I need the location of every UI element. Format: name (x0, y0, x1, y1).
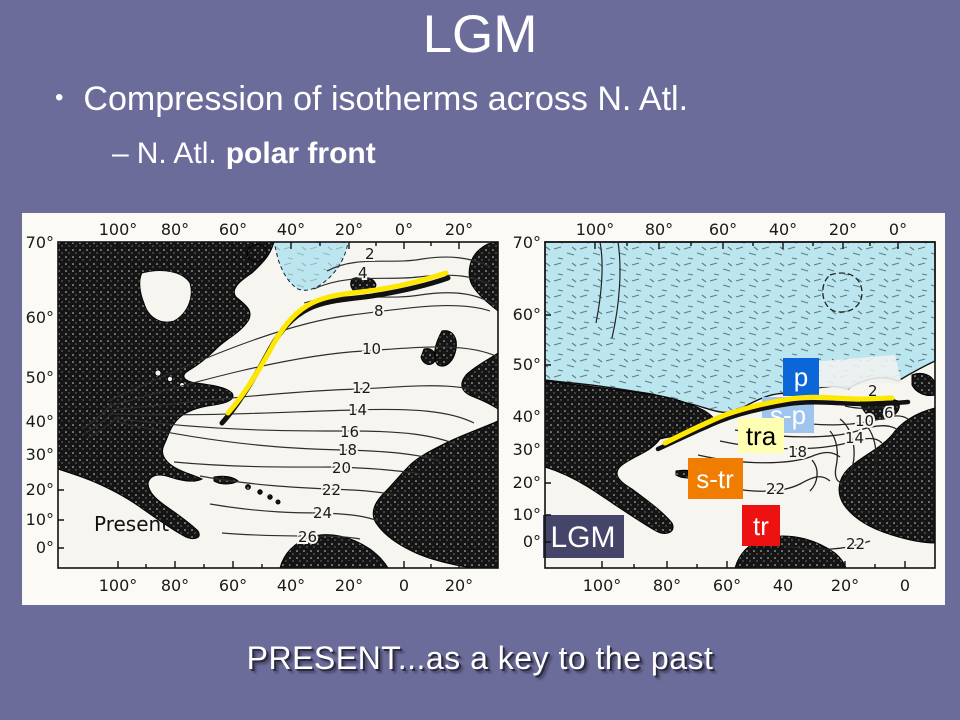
isotherm-label: 22 (766, 480, 785, 498)
left-map-corner-label: Present (94, 512, 169, 536)
isotherm-label: 18 (788, 443, 807, 461)
axis-label: 80° (161, 576, 189, 595)
maps-panel: 2 4 8 10 12 14 16 18 20 22 24 26 1 (22, 213, 945, 605)
axis-label: 20° (26, 480, 54, 499)
left-map-isotherm-contours (81, 256, 499, 540)
axis-label: 100° (99, 220, 138, 239)
page-title: LGM (422, 5, 538, 64)
isotherm-label: 16 (340, 423, 359, 441)
zone-box-subtropical: s-tr (688, 458, 743, 499)
axis-label: 40° (26, 412, 54, 431)
axis-label: 60° (513, 305, 541, 324)
zone-box-transitional: tra (738, 418, 784, 453)
isotherm-label: 10 (362, 340, 381, 358)
sub-bullet-dash-icon: – (112, 137, 129, 170)
caption-text: PRESENT...as a key to the past (246, 640, 714, 676)
isotherm-label: 4 (358, 264, 368, 282)
left-map-inland-water (139, 270, 192, 388)
isotherm-label: 22 (846, 535, 865, 553)
bullet-text: Compression of isotherms across N. Atl. (83, 80, 689, 118)
sub-bullet-bold-text: polar front (225, 137, 376, 170)
axis-label: 40 (773, 576, 793, 595)
axis-label: 60° (219, 220, 247, 239)
axis-label: 80° (161, 220, 189, 239)
sub-bullet-text: N. Atl. (136, 137, 217, 170)
zone-label: tr (753, 511, 769, 541)
axis-label: 80° (653, 576, 681, 595)
left-map-present: 2 4 8 10 12 14 16 18 20 22 24 26 1 (26, 220, 499, 595)
isotherm-label: 6 (884, 404, 894, 422)
right-map-sea-ice (544, 241, 936, 414)
axis-label: 30° (513, 440, 541, 459)
left-map-polar-front (219, 270, 451, 426)
sub-bullet-line: – N. Atl. polar front (112, 137, 376, 171)
axis-label: 60° (219, 576, 247, 595)
axis-label: 20° (831, 576, 859, 595)
left-map-ticks (58, 242, 460, 568)
axis-label: 60° (709, 220, 737, 239)
left-map-greenland-ice (273, 241, 349, 291)
right-map-ticks (545, 242, 906, 568)
axis-label: 40° (277, 220, 305, 239)
axis-label: 40° (513, 407, 541, 426)
axis-label: 30° (26, 445, 54, 464)
isotherm-label: 14 (845, 429, 864, 447)
axis-label: 50° (26, 368, 54, 387)
axis-label: 0 (399, 576, 409, 595)
isotherm-label: 10 (855, 412, 874, 430)
right-map-polar-front (655, 394, 911, 452)
axis-label: 20° (335, 220, 363, 239)
isotherm-label: 20 (332, 459, 351, 477)
right-map-corner-box: LGM (543, 515, 624, 558)
zone-label: tra (746, 421, 777, 451)
axis-label: 20° (829, 220, 857, 239)
axis-label: 0 (900, 576, 910, 595)
axis-label: 0° (523, 532, 541, 551)
isotherm-label: 18 (338, 441, 357, 459)
bullet-line: • Compression of isotherms across N. Atl. (55, 80, 688, 119)
axis-label: 100° (99, 576, 138, 595)
axis-label: 0° (395, 220, 413, 239)
axis-label: 20° (445, 576, 473, 595)
axis-label: 10° (26, 510, 54, 529)
axis-label: 80° (645, 220, 673, 239)
axis-label: 10° (513, 505, 541, 524)
right-map-corner-label: LGM (550, 521, 615, 554)
axis-label: 70° (513, 233, 541, 252)
zone-box-polar: p (783, 358, 819, 396)
axis-label: 20° (445, 220, 473, 239)
isotherm-label: 26 (298, 528, 317, 546)
isotherm-label: 8 (374, 302, 384, 320)
zone-label: s-tr (696, 464, 734, 494)
isotherm-label: 12 (352, 379, 371, 397)
axis-label: 0° (36, 538, 54, 557)
axis-label: 20° (513, 473, 541, 492)
axis-label: 50° (513, 355, 541, 374)
axis-label: 60° (26, 308, 54, 327)
axis-label: 100° (576, 220, 615, 239)
isotherm-label: 24 (313, 504, 332, 522)
isotherm-label: 2 (365, 245, 375, 263)
axis-label: 0° (889, 220, 907, 239)
right-map-frame (544, 241, 936, 569)
right-map-lgm: 2 6 10 14 18 22 22 p s-p (513, 220, 936, 595)
isotherm-label: 14 (348, 401, 367, 419)
right-map-axis-labels: 100° 80° 60° 40° 20° 0° 70° 60° 50° 40° … (513, 220, 910, 595)
left-map-axis-labels: 100° 80° 60° 40° 20° 0° 20° 70° 60° 50° … (26, 220, 474, 595)
zone-label: p (794, 362, 808, 392)
bullet-icon: • (55, 84, 64, 111)
axis-label: 40° (769, 220, 797, 239)
axis-label: 70° (26, 233, 54, 252)
left-map-isotherm-labels: 2 4 8 10 12 14 16 18 20 22 24 26 (296, 243, 386, 548)
zone-box-tropical: tr (742, 505, 780, 546)
axis-label: 60° (713, 576, 741, 595)
isotherm-label: 22 (322, 481, 341, 499)
left-map-frame (57, 241, 499, 569)
axis-label: 20° (335, 576, 363, 595)
axis-label: 100° (583, 576, 622, 595)
axis-label: 40° (277, 576, 305, 595)
